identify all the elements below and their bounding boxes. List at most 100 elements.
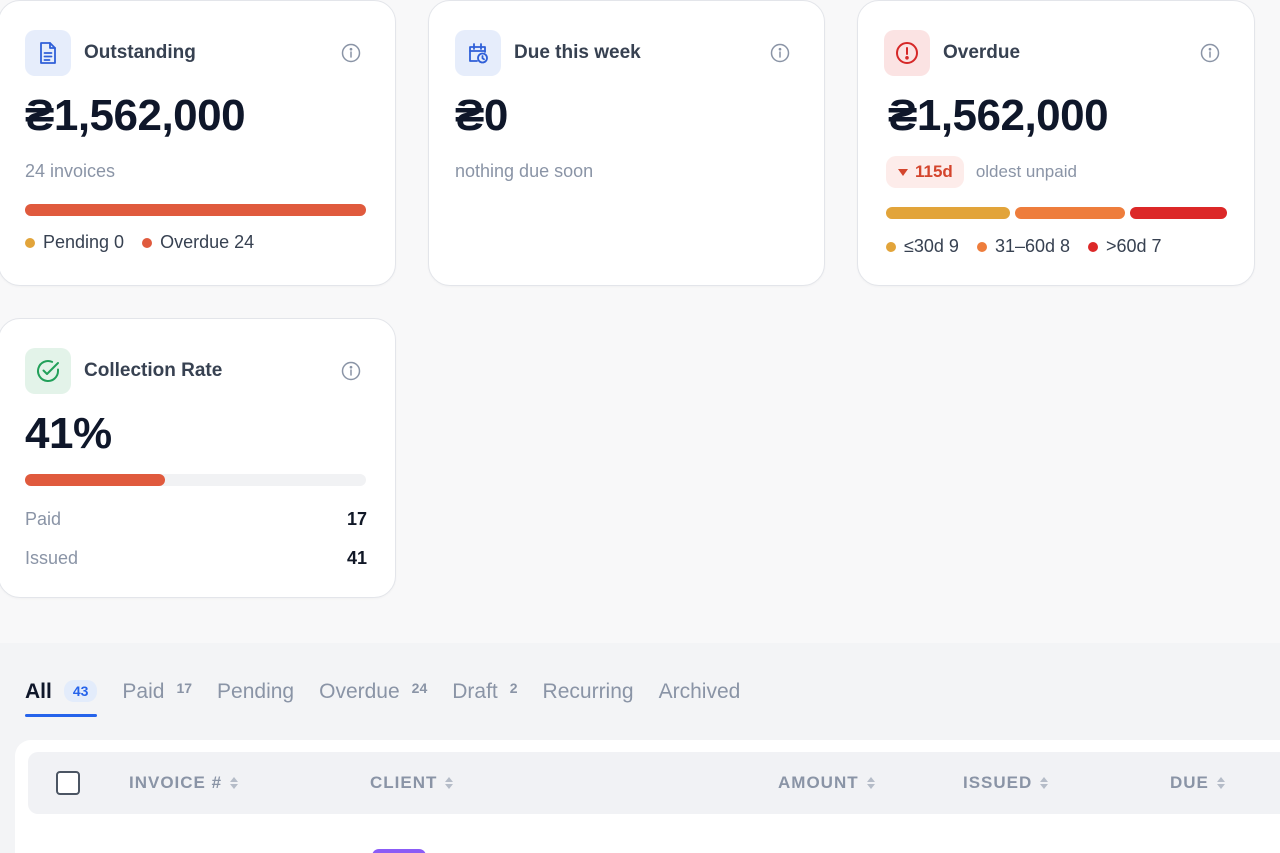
overdue-header: Overdue <box>884 29 1228 77</box>
sort-icon <box>866 777 875 789</box>
overdue-title: Overdue <box>943 42 1021 63</box>
overdue-dot <box>142 237 153 248</box>
outstanding-bar-fill <box>25 204 366 216</box>
tab-label: Draft <box>452 680 498 703</box>
outstanding-legend: Pending 0 Overdue 24 <box>25 232 272 253</box>
column-label: INVOICE # <box>129 773 223 792</box>
due-this-week-amount: ₴0 <box>455 91 508 140</box>
issued-row: Issued 41 <box>25 548 367 569</box>
column-label: AMOUNT <box>778 773 859 792</box>
tab-count: 2 <box>509 680 518 696</box>
collection-rate-value: 41% <box>25 409 112 458</box>
oldest-unpaid-badge: 115d <box>886 156 964 188</box>
info-icon[interactable] <box>341 361 361 381</box>
column-label: DUE <box>1170 773 1209 792</box>
info-icon[interactable] <box>341 43 361 63</box>
collection-rate-title: Collection Rate <box>84 360 223 381</box>
paid-value: 17 <box>346 509 367 529</box>
legend-label-aging-60: 31–60d 8 <box>994 236 1071 256</box>
document-icon <box>25 30 71 76</box>
legend-item-overdue: Overdue 24 <box>142 232 254 253</box>
outstanding-card: Outstanding ₴1,562,000 24 invoices Pendi… <box>0 0 396 286</box>
invoice-status-tabs: All 43 Paid 17 Pending Overdue 24 Draft … <box>25 666 765 718</box>
invoices-table: INVOICE # CLIENT AMOUNT ISSUED DUE <box>15 740 1280 853</box>
issued-value: 41 <box>346 548 367 568</box>
overdue-card: Overdue ₴1,562,000 115d oldest unpaid ≤3… <box>857 0 1255 286</box>
paid-row: Paid 17 <box>25 509 367 530</box>
legend-item-aging-60: 31–60d 8 <box>976 236 1071 257</box>
overdue-amount: ₴1,562,000 <box>888 91 1109 140</box>
oldest-unpaid-days: 115d <box>915 162 953 181</box>
column-header-issued[interactable]: ISSUED <box>963 752 1049 814</box>
outstanding-card-header: Outstanding <box>25 29 369 77</box>
tab-label: Recurring <box>542 680 634 703</box>
column-header-due[interactable]: DUE <box>1170 752 1225 814</box>
column-label: CLIENT <box>370 773 438 792</box>
pending-dot <box>25 237 35 248</box>
collection-rate-card: Collection Rate 41% Paid 17 Issued 41 <box>0 318 396 598</box>
sort-icon <box>445 777 454 789</box>
legend-item-pending: Pending 0 <box>25 232 124 253</box>
alert-circle-icon <box>884 30 930 76</box>
legend-label-aging-30: ≤30d 9 <box>904 236 959 256</box>
aging-segment-1 <box>1015 207 1126 219</box>
check-circle-icon <box>25 348 71 394</box>
tab-all[interactable]: All 43 <box>25 667 98 717</box>
calendar-clock-icon <box>455 30 501 76</box>
outstanding-amount: ₴1,562,000 <box>25 91 246 140</box>
legend-label-pending: Pending 0 <box>43 232 125 252</box>
caret-down-icon <box>898 169 908 176</box>
aging-over-60-dot <box>1088 241 1099 252</box>
select-all-checkbox[interactable] <box>56 771 80 795</box>
tab-label: Archived <box>658 680 741 703</box>
tab-count: 43 <box>63 680 98 702</box>
aging-60-dot <box>976 241 987 252</box>
tab-pending[interactable]: Pending <box>217 667 294 717</box>
tab-label: All <box>25 680 52 703</box>
aging-segment-2 <box>1130 207 1227 219</box>
aging-30-dot <box>886 241 896 252</box>
legend-label-aging-over-60: >60d 7 <box>1106 236 1162 256</box>
legend-label-overdue: Overdue 24 <box>160 232 255 252</box>
column-header-invoice[interactable]: INVOICE # <box>129 752 239 814</box>
tab-paid[interactable]: Paid 17 <box>122 667 192 717</box>
sort-icon <box>230 777 239 789</box>
tab-count: 24 <box>411 680 428 696</box>
sort-icon <box>1040 777 1049 789</box>
tab-count: 17 <box>176 680 193 696</box>
column-header-amount[interactable]: AMOUNT <box>778 752 875 814</box>
due-this-week-title: Due this week <box>514 42 641 63</box>
tab-recurring[interactable]: Recurring <box>543 667 634 717</box>
outstanding-invoice-count: 24 invoices <box>25 161 116 181</box>
tab-label: Paid <box>122 680 165 703</box>
tab-label: Overdue <box>319 680 400 703</box>
legend-item-aging-30: ≤30d 9 <box>886 236 959 257</box>
issued-label: Issued <box>25 548 79 568</box>
client-avatar <box>372 849 426 853</box>
tab-overdue[interactable]: Overdue 24 <box>319 667 427 717</box>
aging-legend: ≤30d 9 31–60d 8 >60d 7 <box>886 236 1180 257</box>
oldest-unpaid-label: oldest unpaid <box>975 162 1077 181</box>
tab-draft[interactable]: Draft 2 <box>452 667 517 717</box>
due-this-week-note: nothing due soon <box>455 161 594 181</box>
info-icon[interactable] <box>770 43 790 63</box>
outstanding-bar <box>25 204 366 216</box>
info-icon[interactable] <box>1200 43 1220 63</box>
due-this-week-card: Due this week ₴0 nothing due soon <box>428 0 825 286</box>
paid-label: Paid <box>25 509 62 529</box>
aging-segment-0 <box>886 207 1011 219</box>
legend-item-aging-over-60: >60d 7 <box>1088 236 1162 257</box>
outstanding-title: Outstanding <box>84 42 196 63</box>
collection-rate-bar <box>25 474 366 486</box>
tab-label: Pending <box>217 680 295 703</box>
collection-rate-header: Collection Rate <box>25 347 369 395</box>
sort-icon <box>1216 777 1225 789</box>
tab-archived[interactable]: Archived <box>659 667 741 717</box>
due-this-week-header: Due this week <box>455 29 798 77</box>
column-label: ISSUED <box>963 773 1033 792</box>
oldest-unpaid-row: 115d oldest unpaid <box>886 156 1077 188</box>
aging-bar <box>886 207 1227 219</box>
table-header: INVOICE # CLIENT AMOUNT ISSUED DUE <box>28 752 1280 814</box>
column-header-client[interactable]: CLIENT <box>370 752 454 814</box>
collection-rate-bar-fill <box>25 474 165 486</box>
